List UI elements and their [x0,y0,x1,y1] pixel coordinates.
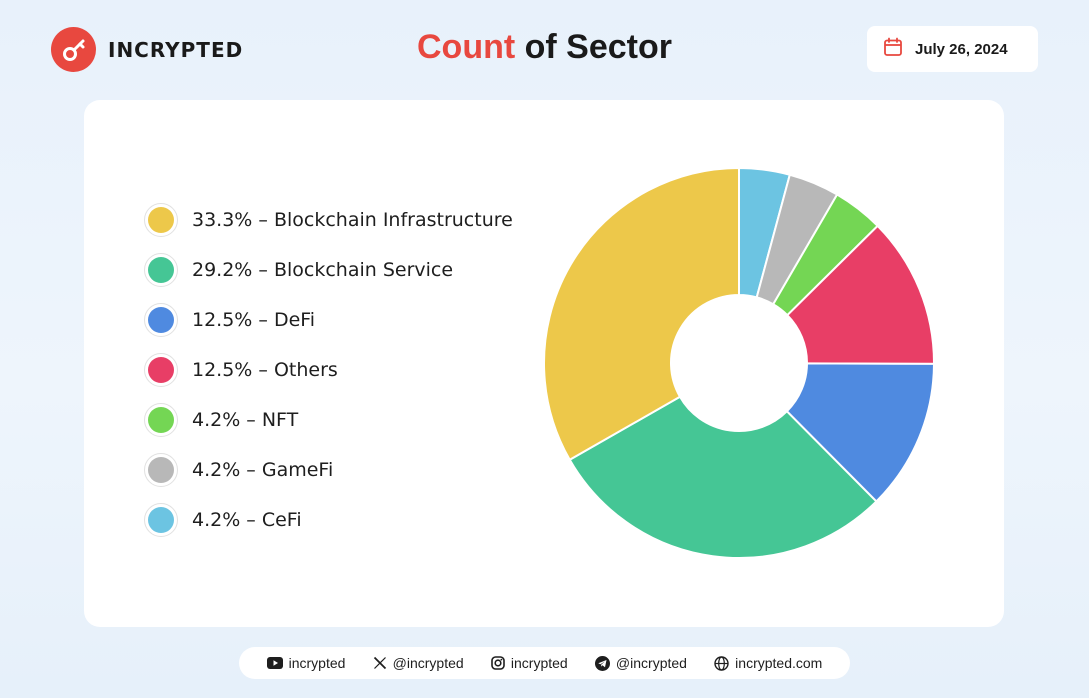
date-text: July 26, 2024 [915,40,1008,58]
footer-link[interactable]: incrypted [491,655,568,671]
page-title: Count of Sector [0,28,1089,67]
globe-icon [714,655,729,671]
footer-link[interactable]: @incrypted [594,655,687,671]
telegram-icon [594,655,610,671]
footer-link-text: @incrypted [392,655,464,671]
legend-label: 4.2% – CeFi [192,509,302,531]
chart-card: 33.3% – Blockchain Infrastructure 29.2% –… [84,100,1004,627]
donut-chart [543,166,936,559]
legend-swatch [144,203,178,237]
key-icon [51,27,96,72]
date-badge: July 26, 2024 [867,26,1038,72]
legend-item: 29.2% – Blockchain Service [144,245,513,295]
legend-label: 33.3% – Blockchain Infrastructure [192,209,513,231]
pie-slice-blockchain-service [568,395,878,559]
legend-item: 12.5% – Others [144,345,513,395]
footer-link[interactable]: incrypted.com [714,655,822,671]
legend-label: 29.2% – Blockchain Service [192,259,454,281]
title-rest: of Sector [515,28,672,66]
brand-logo: INCRYPTED [51,27,243,72]
donut-chart-container [539,162,939,567]
calendar-icon [883,37,903,62]
footer-link-text: incrypted [510,655,568,671]
pie-slice-blockchain-infrastructure [543,166,740,462]
legend-swatch [144,453,178,487]
legend-item: 4.2% – GameFi [144,445,513,495]
legend-item: 33.3% – Blockchain Infrastructure [144,195,513,245]
instagram-icon [491,656,505,670]
legend-item: 4.2% – NFT [144,395,513,445]
legend-item: 4.2% – CeFi [144,495,513,545]
footer-link[interactable]: incrypted [266,655,346,671]
youtube-icon [266,657,283,669]
x-icon [373,656,387,670]
legend-swatch [144,403,178,437]
footer-link[interactable]: @incrypted [373,655,464,671]
social-footer: incrypted @incrypted incrypted @incrypted in… [239,647,850,679]
footer-link-text: @incrypted [615,655,687,671]
chart-legend: 33.3% – Blockchain Infrastructure 29.2% –… [144,195,513,545]
legend-swatch [144,253,178,287]
pie-slice-others [785,224,935,365]
legend-label: 4.2% – NFT [192,409,299,431]
title-accent: Count [417,28,516,66]
legend-label: 12.5% – Others [192,359,338,381]
legend-label: 12.5% – DeFi [192,309,316,331]
footer-link-text: incrypted [288,655,346,671]
legend-swatch [144,503,178,537]
footer-link-text: incrypted.com [735,655,823,671]
pie-slice-defi [785,362,936,503]
brand-name: INCRYPTED [108,37,244,62]
legend-swatch [144,353,178,387]
legend-swatch [144,303,178,337]
legend-label: 4.2% – GameFi [192,459,334,481]
legend-item: 12.5% – DeFi [144,295,513,345]
